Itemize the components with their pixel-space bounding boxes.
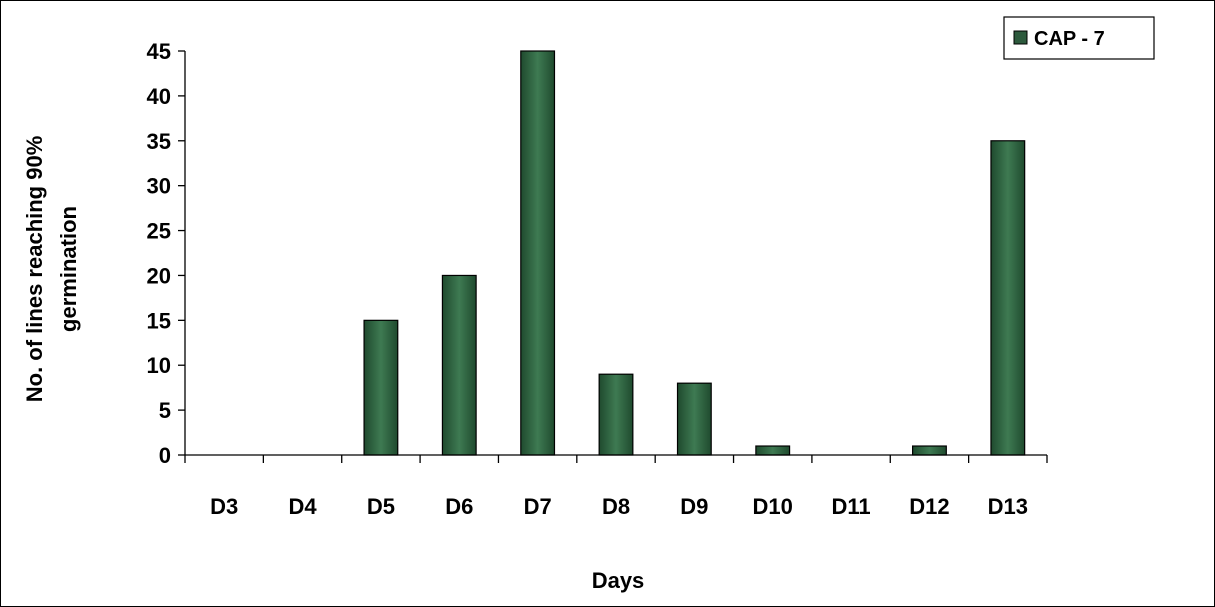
x-tick-label: D13 (988, 494, 1028, 519)
x-tick-label: D10 (753, 494, 793, 519)
x-tick-label: D8 (602, 494, 630, 519)
x-tick-label: D4 (288, 494, 317, 519)
y-tick-label: 5 (159, 398, 171, 423)
y-tick-label: 20 (147, 263, 171, 288)
y-tick-label: 10 (147, 353, 171, 378)
bars-group (363, 50, 1026, 456)
y-axis-title: No. of lines reaching 90% germination (22, 136, 81, 403)
bar-d12 (912, 445, 947, 456)
bar-d5 (363, 319, 399, 456)
y-tick-label: 15 (147, 308, 171, 333)
x-tick-label: D7 (524, 494, 552, 519)
y-tick-label: 40 (147, 84, 171, 109)
bar-d7 (520, 50, 556, 456)
legend-swatch (1013, 30, 1028, 45)
x-tick-label: D6 (445, 494, 473, 519)
bar-d8 (598, 373, 634, 456)
bar-d9 (676, 382, 712, 456)
x-tick-label: D12 (909, 494, 949, 519)
y-tick-label: 45 (147, 39, 171, 64)
y-tick-label: 25 (147, 219, 171, 244)
x-tick-label: D9 (680, 494, 708, 519)
axes-group: 0 5 10 15 20 25 30 35 40 45 D3 D4 D5 D6 D7 D8 D9 D10 D11 D1… (147, 39, 1048, 519)
y-tick-label: 0 (159, 443, 171, 468)
legend-box (1003, 16, 1155, 60)
x-tick-label: D3 (210, 494, 238, 519)
y-axis-title-line-1: No. of lines reaching 90% (22, 136, 47, 403)
y-axis-title-line-2: germination (56, 206, 81, 332)
legend-label: CAP - 7 (1034, 28, 1105, 50)
x-axis-title: Days (592, 568, 645, 593)
bar-d10 (755, 445, 791, 456)
y-tick-label: 30 (147, 174, 171, 199)
bar-d6 (441, 274, 477, 456)
legend: CAP - 7 (1003, 16, 1155, 60)
x-tick-label: D11 (832, 494, 871, 519)
x-tick-label: D5 (367, 494, 395, 519)
bar-d13 (990, 140, 1026, 456)
y-tick-label: 35 (147, 129, 171, 154)
